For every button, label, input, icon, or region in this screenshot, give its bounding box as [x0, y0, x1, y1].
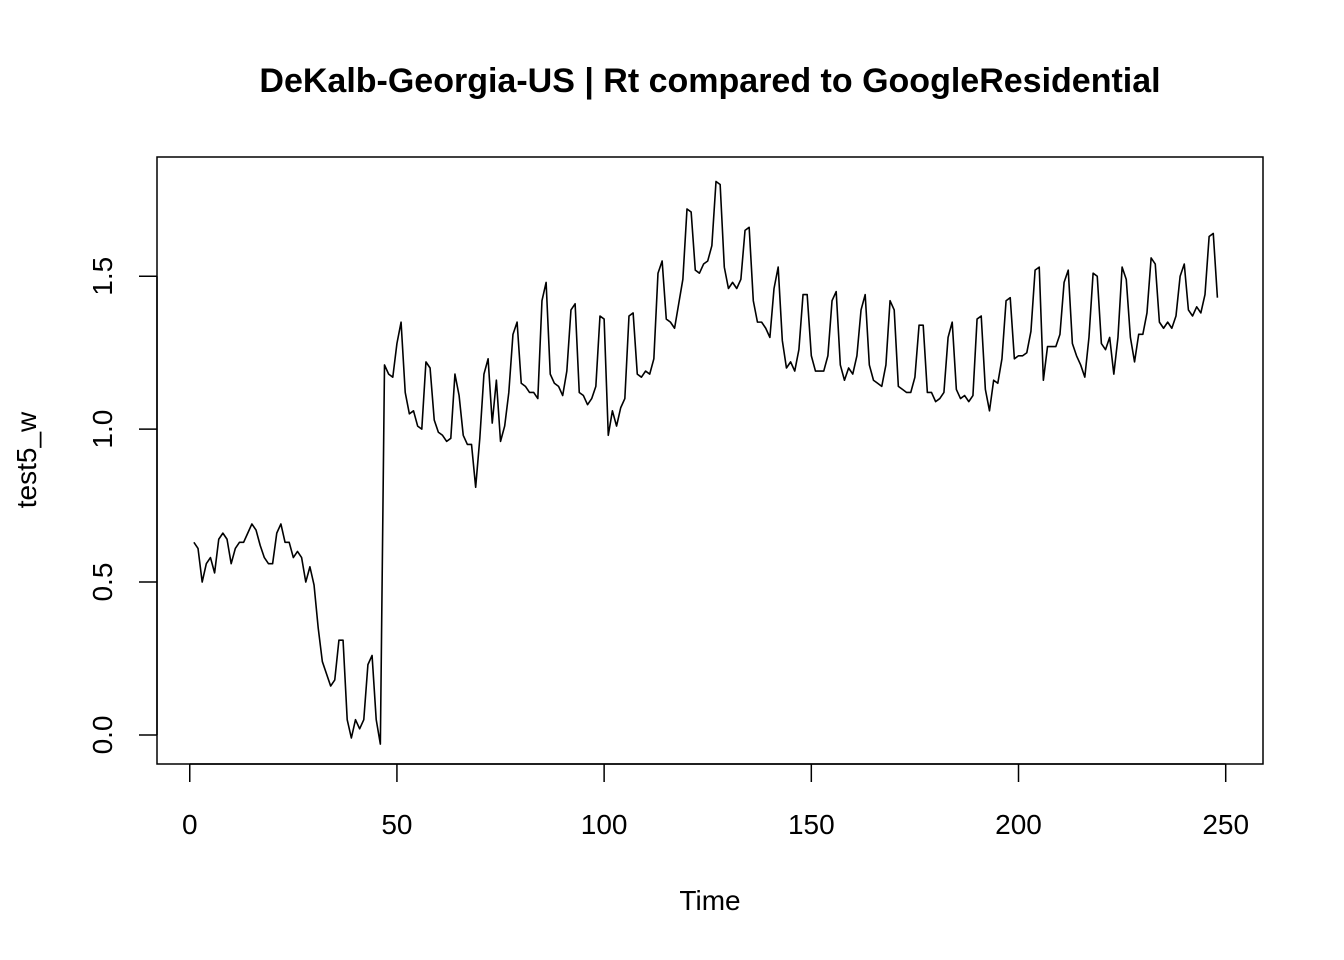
plot-frame: [156, 156, 1264, 765]
y-tick-label: 1.0: [87, 410, 118, 449]
y-tick-label: 0.0: [87, 715, 118, 754]
y-tick-label: 0.5: [87, 563, 118, 602]
y-axis-label: test5_w: [11, 411, 42, 508]
series-line: [193, 180, 1219, 745]
y-axis: 0.0 0.5 1.0 1.5: [87, 257, 158, 754]
x-tick-label: 150: [788, 809, 835, 840]
chart-title: DeKalb-Georgia-US | Rt compared to Googl…: [259, 62, 1160, 100]
x-axis-label: Time: [679, 885, 740, 916]
x-tick-label: 0: [182, 809, 198, 840]
x-tick-label: 50: [381, 809, 412, 840]
y-tick-label: 1.5: [87, 257, 118, 296]
x-tick-label: 200: [995, 809, 1042, 840]
x-tick-label: 100: [581, 809, 628, 840]
x-axis: 0 50 100 150 200 250: [182, 763, 1249, 840]
x-tick-label: 250: [1202, 809, 1249, 840]
